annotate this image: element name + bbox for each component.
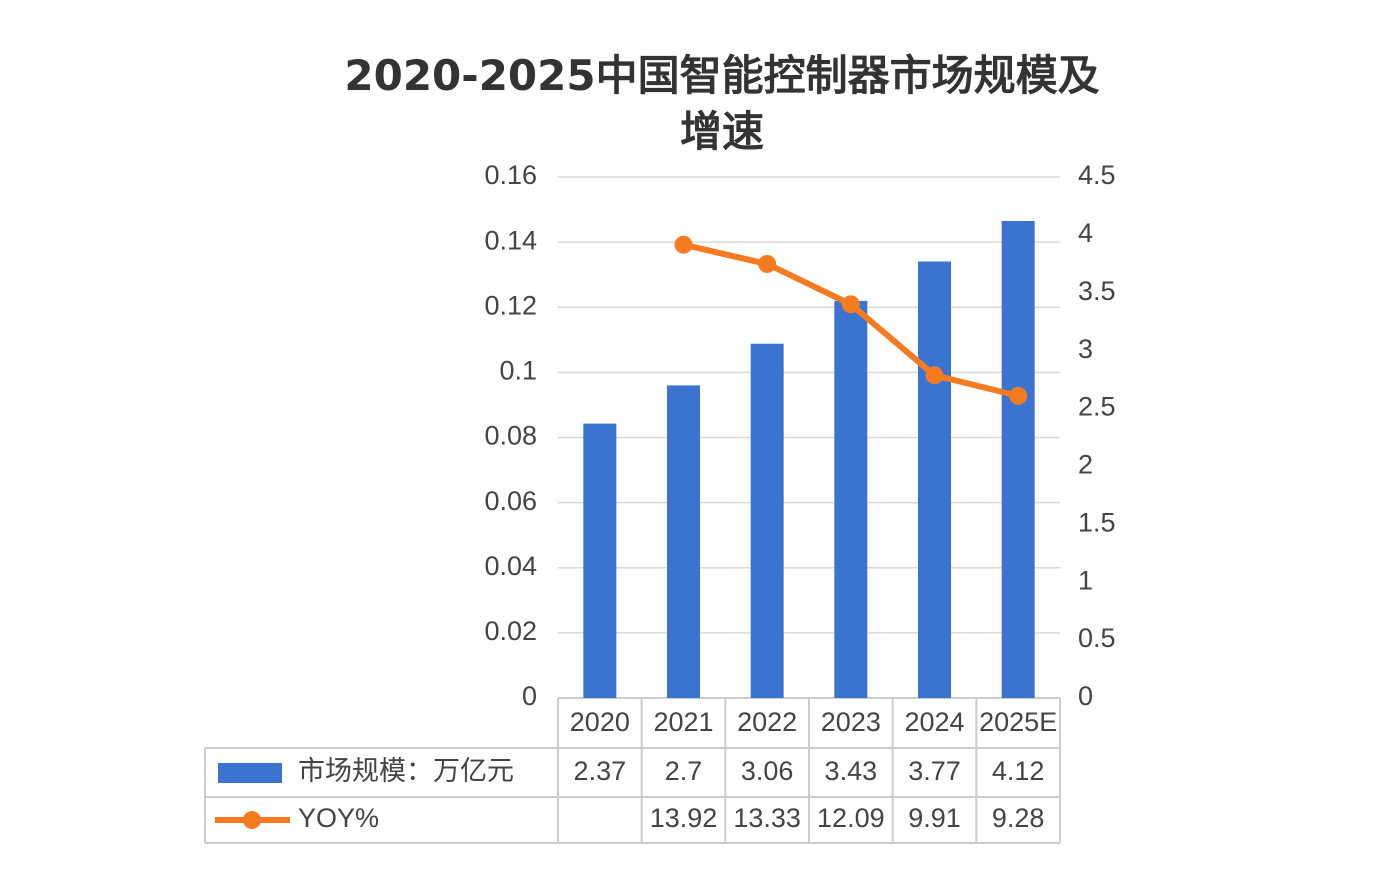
y-tick-label: 0.06 xyxy=(484,486,537,516)
y2-tick-label: 3 xyxy=(1078,334,1093,364)
table-value: 3.06 xyxy=(741,756,794,786)
y2-tick-label: 4.5 xyxy=(1078,160,1116,190)
bar xyxy=(1001,220,1035,699)
bar xyxy=(918,261,951,698)
y2-tick-label: 0 xyxy=(1078,681,1093,711)
table-value: 13.92 xyxy=(650,803,718,833)
bar xyxy=(750,343,784,698)
y-tick-label: 0.16 xyxy=(484,160,537,190)
x-tick-label: 2024 xyxy=(904,707,964,737)
y2-tick-label: 2 xyxy=(1078,450,1093,480)
table-value: 3.43 xyxy=(825,756,878,786)
line-point xyxy=(841,295,860,314)
y-tick-label: 0.04 xyxy=(484,551,537,581)
y-tick-label: 0 xyxy=(522,681,537,711)
y2-tick-label: 3.5 xyxy=(1078,276,1116,306)
x-tick-label: 2025E xyxy=(979,707,1057,737)
x-tick-label: 2021 xyxy=(653,707,713,737)
legend-icon xyxy=(243,811,261,829)
y-tick-label: 0.02 xyxy=(484,616,537,646)
legend-icon xyxy=(218,763,282,783)
y2-tick-label: 2.5 xyxy=(1078,392,1116,422)
bar xyxy=(667,385,700,698)
y2-tick-label: 4 xyxy=(1078,218,1093,248)
y-tick-label: 0.12 xyxy=(484,290,537,320)
table-value: 9.28 xyxy=(992,803,1045,833)
y-tick-label: 0.1 xyxy=(499,356,537,386)
y2-tick-label: 1 xyxy=(1078,565,1093,595)
y2-tick-label: 0.5 xyxy=(1078,623,1116,653)
table-value: 2.7 xyxy=(665,756,703,786)
y-tick-label: 0.08 xyxy=(484,421,537,451)
line-point xyxy=(1009,386,1028,405)
table-value: 9.91 xyxy=(908,803,961,833)
x-tick-label: 2023 xyxy=(821,707,881,737)
bar xyxy=(583,423,617,698)
table-value: 13.33 xyxy=(733,803,801,833)
chart-title: 2020-2025中国智能控制器市场规模及增速 xyxy=(344,51,1100,156)
x-tick-label: 2022 xyxy=(737,707,797,737)
x-tick-label: 2020 xyxy=(570,707,630,737)
legend-label: 市场规模：万亿元 xyxy=(298,756,514,786)
table-value: 12.09 xyxy=(817,803,885,833)
line-point xyxy=(674,235,693,254)
line-point xyxy=(925,366,944,385)
bar xyxy=(834,300,868,698)
y2-tick-label: 1.5 xyxy=(1078,507,1116,537)
legend-label: YOY% xyxy=(298,803,379,833)
y-tick-label: 0.14 xyxy=(484,225,537,255)
table-value: 2.37 xyxy=(574,756,627,786)
table-value: 3.77 xyxy=(908,756,961,786)
table-value: 4.12 xyxy=(992,756,1045,786)
line-point xyxy=(758,254,777,273)
